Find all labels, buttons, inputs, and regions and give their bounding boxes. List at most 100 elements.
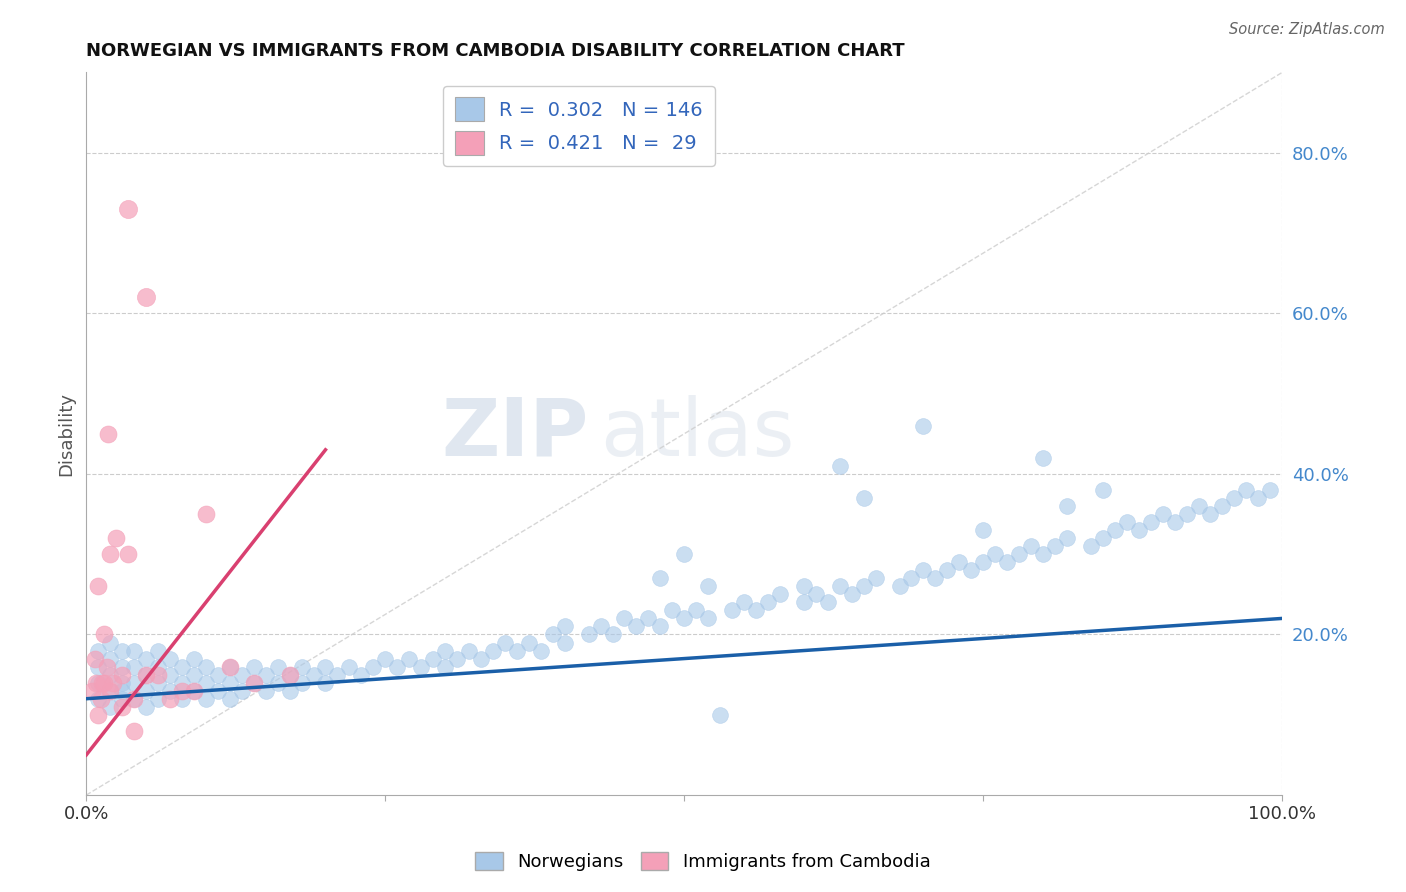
Point	[194, 659, 217, 673]
Point	[804, 587, 827, 601]
Point	[482, 643, 505, 657]
Point	[170, 683, 193, 698]
Point	[87, 707, 110, 722]
Point	[122, 691, 145, 706]
Point	[685, 603, 707, 617]
Point	[93, 627, 115, 641]
Point	[1211, 499, 1233, 513]
Point	[290, 675, 312, 690]
Point	[924, 571, 946, 585]
Point	[745, 603, 768, 617]
Point	[278, 667, 301, 681]
Point	[1187, 499, 1209, 513]
Point	[1199, 507, 1222, 521]
Point	[972, 523, 994, 537]
Point	[865, 571, 887, 585]
Point	[363, 659, 385, 673]
Point	[87, 691, 110, 706]
Point	[387, 659, 409, 673]
Point	[98, 635, 121, 649]
Point	[218, 675, 240, 690]
Point	[1139, 515, 1161, 529]
Point	[374, 651, 396, 665]
Point	[1115, 515, 1137, 529]
Point	[434, 643, 457, 657]
Point	[194, 507, 217, 521]
Legend: R =  0.302   N = 146, R =  0.421   N =  29: R = 0.302 N = 146, R = 0.421 N = 29	[443, 86, 714, 166]
Point	[98, 667, 121, 681]
Point	[613, 611, 636, 625]
Point	[146, 675, 169, 690]
Point	[146, 691, 169, 706]
Point	[1080, 539, 1102, 553]
Point	[101, 675, 124, 690]
Point	[1032, 547, 1054, 561]
Point	[183, 651, 205, 665]
Text: ZIP: ZIP	[441, 395, 589, 473]
Point	[1247, 491, 1270, 505]
Point	[278, 667, 301, 681]
Point	[1056, 499, 1078, 513]
Point	[87, 579, 110, 593]
Point	[96, 659, 118, 673]
Point	[1019, 539, 1042, 553]
Point	[254, 667, 277, 681]
Point	[1091, 483, 1114, 497]
Point	[159, 691, 181, 706]
Point	[828, 579, 851, 593]
Text: NORWEGIAN VS IMMIGRANTS FROM CAMBODIA DISABILITY CORRELATION CHART: NORWEGIAN VS IMMIGRANTS FROM CAMBODIA DI…	[86, 42, 905, 60]
Point	[122, 723, 145, 738]
Point	[170, 691, 193, 706]
Point	[146, 659, 169, 673]
Point	[93, 675, 115, 690]
Point	[721, 603, 744, 617]
Point	[146, 643, 169, 657]
Point	[207, 667, 229, 681]
Point	[756, 595, 779, 609]
Point	[852, 491, 875, 505]
Point	[98, 683, 121, 698]
Point	[111, 643, 134, 657]
Point	[817, 595, 839, 609]
Point	[242, 659, 264, 673]
Point	[446, 651, 468, 665]
Point	[87, 675, 110, 690]
Point	[398, 651, 420, 665]
Point	[434, 659, 457, 673]
Point	[122, 691, 145, 706]
Point	[207, 683, 229, 698]
Point	[1128, 523, 1150, 537]
Point	[1234, 483, 1257, 497]
Point	[541, 627, 564, 641]
Point	[506, 643, 529, 657]
Point	[626, 619, 648, 633]
Point	[912, 418, 935, 433]
Point	[637, 611, 659, 625]
Point	[302, 667, 325, 681]
Point	[97, 426, 120, 441]
Point	[650, 619, 672, 633]
Point	[470, 651, 492, 665]
Point	[84, 675, 107, 690]
Point	[122, 659, 145, 673]
Point	[350, 667, 373, 681]
Point	[1008, 547, 1031, 561]
Point	[194, 675, 217, 690]
Point	[183, 683, 205, 698]
Text: atlas: atlas	[600, 395, 794, 473]
Point	[554, 635, 576, 649]
Point	[912, 563, 935, 577]
Point	[326, 667, 349, 681]
Point	[697, 579, 720, 593]
Point	[111, 699, 134, 714]
Point	[793, 579, 815, 593]
Point	[122, 675, 145, 690]
Point	[1163, 515, 1185, 529]
Point	[1175, 507, 1198, 521]
Legend: Norwegians, Immigrants from Cambodia: Norwegians, Immigrants from Cambodia	[468, 845, 938, 879]
Point	[98, 651, 121, 665]
Point	[135, 699, 157, 714]
Point	[170, 659, 193, 673]
Point	[1032, 450, 1054, 465]
Point	[111, 691, 134, 706]
